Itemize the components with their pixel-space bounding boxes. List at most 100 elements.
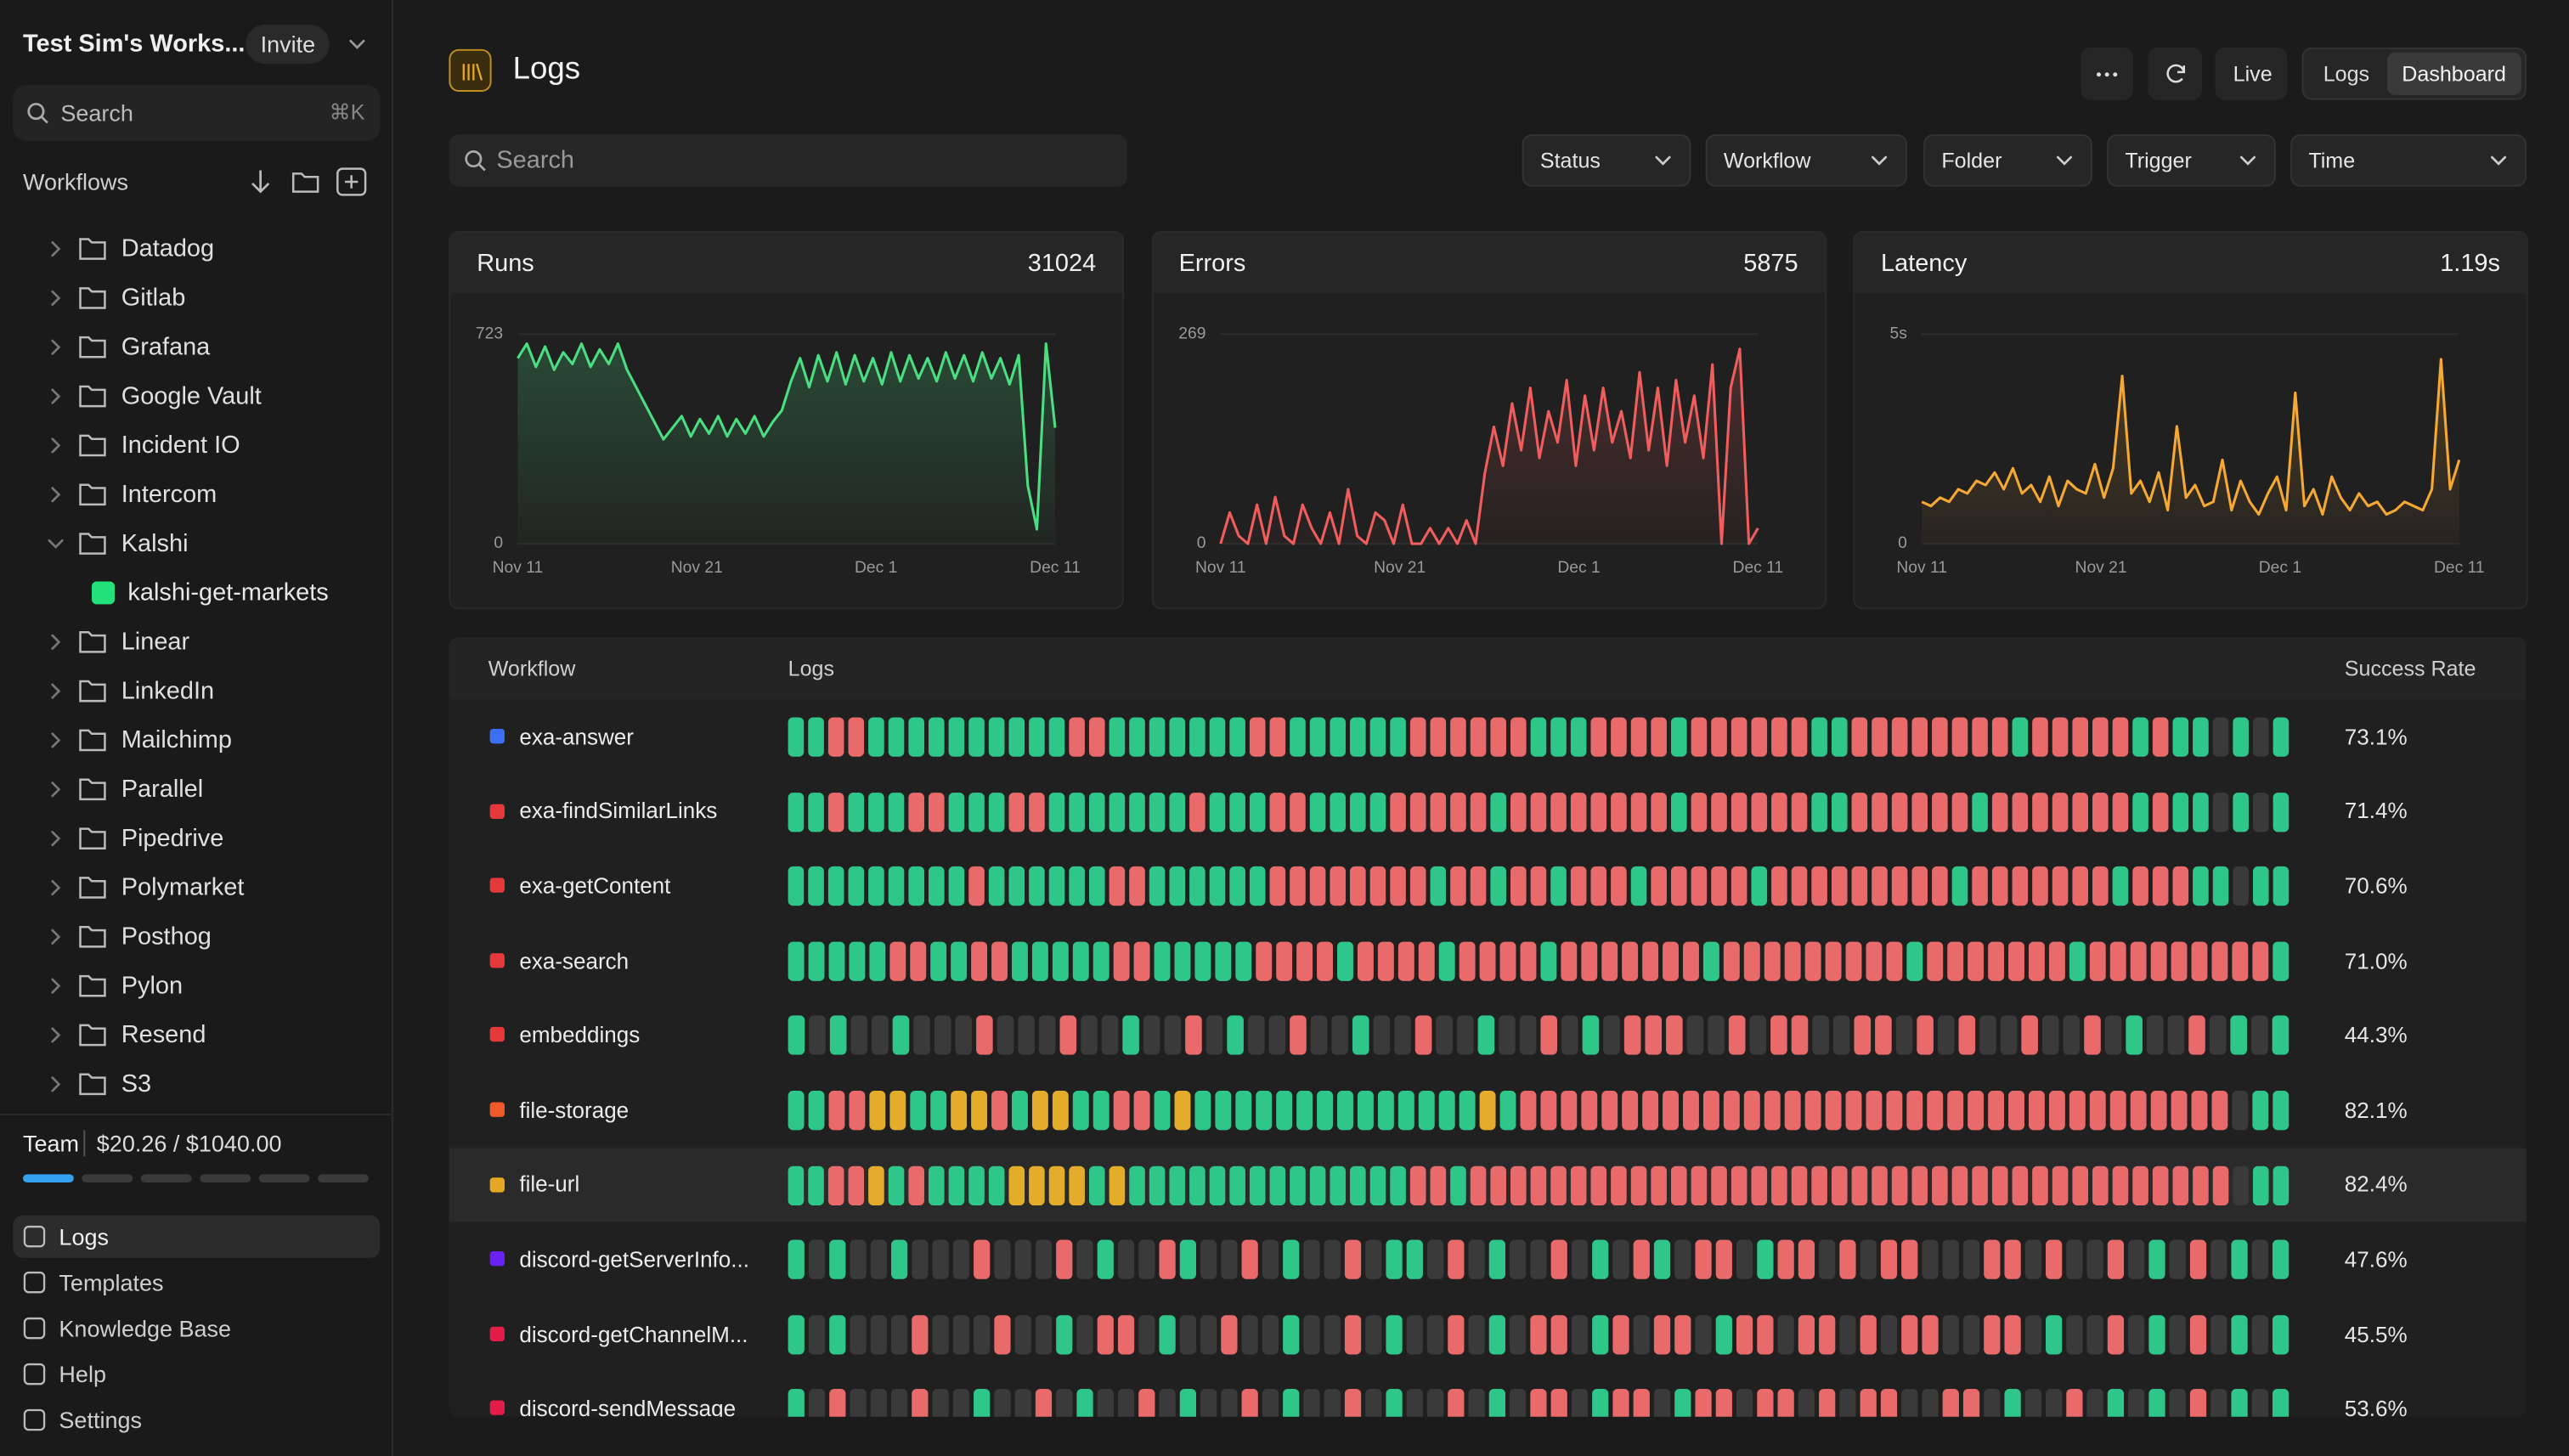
log-cell: [974, 1314, 991, 1355]
log-cell: [1601, 1091, 1618, 1131]
folder-item[interactable]: Resend: [121, 1021, 206, 1049]
folder-icon: [79, 680, 106, 703]
log-cell: [1866, 941, 1883, 981]
table-row[interactable]: exa-search 71.0%: [449, 923, 2526, 998]
nav-item[interactable]: Help: [59, 1361, 106, 1388]
table-row[interactable]: exa-answer 73.1%: [449, 699, 2526, 774]
table-row[interactable]: embeddings 44.3%: [449, 998, 2526, 1073]
nav-item[interactable]: Knowledge Base: [59, 1315, 232, 1342]
log-cell: [1052, 941, 1069, 981]
log-cell: [1550, 1389, 1567, 1417]
log-cell: [2233, 1165, 2249, 1205]
log-cell: [952, 1389, 970, 1417]
folder-item[interactable]: Gitlab: [121, 284, 186, 313]
tab-logs[interactable]: Logs: [2323, 61, 2370, 87]
log-cell: [1804, 941, 1821, 981]
chevron-shape: [51, 928, 61, 945]
table-row[interactable]: discord-sendMessage 53.6%: [449, 1371, 2526, 1417]
log-cell: [2130, 941, 2147, 981]
folder-item[interactable]: Datadog: [121, 234, 215, 263]
log-cell: [2148, 1239, 2165, 1280]
folder-item[interactable]: Polymarket: [121, 873, 245, 902]
table-row[interactable]: file-storage 82.1%: [449, 1073, 2526, 1148]
folder-item[interactable]: Kalshi: [121, 529, 189, 558]
table-row[interactable]: file-url 82.4%: [449, 1147, 2527, 1222]
more-button[interactable]: [2081, 47, 2133, 100]
filter-dropdown[interactable]: Workflow: [1705, 134, 1907, 187]
log-cell: [1984, 1389, 2001, 1417]
sidebar-search[interactable]: Search ⌘K: [13, 85, 381, 141]
chevron-shape: [51, 732, 61, 748]
log-cell: [2028, 941, 2045, 981]
folder-item[interactable]: Linear: [121, 628, 190, 657]
table-row[interactable]: discord-getChannelM... 45.5%: [449, 1297, 2526, 1372]
log-cell: [1276, 1091, 1293, 1131]
log-cell: [2046, 1389, 2063, 1417]
log-cell: [1048, 866, 1065, 906]
folder-item[interactable]: Posthog: [121, 923, 212, 951]
folder-item[interactable]: Pipedrive: [121, 824, 224, 853]
log-cell: [994, 1314, 1011, 1355]
log-cell: [1056, 1239, 1073, 1280]
sort-icon: [251, 170, 270, 194]
log-cell: [2169, 1314, 2186, 1355]
filter-dropdown[interactable]: Status: [1522, 134, 1691, 187]
log-cell: [889, 1091, 906, 1131]
log-cell: [1642, 1091, 1659, 1131]
live-label[interactable]: Live: [2233, 61, 2273, 87]
filter-dropdown[interactable]: Time: [2290, 134, 2527, 187]
folder-item[interactable]: Grafana: [121, 333, 211, 362]
folder-item[interactable]: Mailchimp: [121, 726, 232, 754]
log-cell: [808, 1239, 826, 1280]
chevron-shape: [51, 1076, 61, 1092]
log-cell: [1235, 1091, 1252, 1131]
workflow-color-dot: [489, 728, 505, 744]
main-search-placeholder: Search: [496, 146, 575, 175]
refresh-button[interactable]: [2148, 47, 2202, 100]
log-cell: [1592, 1314, 1609, 1355]
log-cell: [1406, 1239, 1423, 1280]
log-cell: [1757, 1314, 1774, 1355]
more-dot: [2104, 72, 2109, 77]
log-cell: [1603, 1016, 1620, 1056]
log-cell: [1149, 866, 1166, 906]
tab-dashboard[interactable]: Dashboard: [2402, 61, 2506, 87]
chevron-icon: [48, 539, 64, 549]
folder-shape: [79, 336, 106, 358]
filter-dropdown[interactable]: Folder: [1923, 134, 2092, 187]
log-cell: [2273, 717, 2290, 757]
nav-item[interactable]: Logs: [59, 1223, 109, 1250]
folder-item[interactable]: Pylon: [121, 972, 184, 1001]
nav-item[interactable]: Templates: [59, 1269, 164, 1296]
workflow-name: exa-findSimilarLinks: [519, 799, 718, 824]
live-button[interactable]: [2215, 47, 2288, 100]
folder-item[interactable]: Parallel: [121, 775, 204, 804]
folder-icon: [79, 336, 106, 358]
log-cell: [910, 941, 927, 981]
log-cell: [932, 1239, 949, 1280]
log-cell: [1819, 1239, 1836, 1280]
folder-item[interactable]: LinkedIn: [121, 677, 215, 706]
log-cell: [912, 1389, 929, 1417]
invite-button[interactable]: Invite: [246, 24, 330, 65]
filter-dropdown[interactable]: Trigger: [2107, 134, 2276, 187]
table-row[interactable]: exa-findSimilarLinks 71.4%: [449, 774, 2526, 849]
log-cell: [1048, 1165, 1065, 1205]
log-cell: [1097, 1239, 1114, 1280]
log-cell: [1369, 792, 1386, 832]
folder-icon: [79, 385, 106, 408]
log-cell: [2069, 941, 2086, 981]
folder-item[interactable]: Google Vault: [121, 382, 262, 410]
table-row[interactable]: exa-getContent 70.6%: [449, 849, 2526, 923]
log-cell: [988, 717, 1005, 757]
folder-item[interactable]: Incident IO: [121, 432, 240, 460]
log-cell: [2041, 1016, 2059, 1056]
workflow-item[interactable]: kalshi-get-markets: [127, 578, 329, 607]
log-cell: [1550, 866, 1567, 906]
folder-item[interactable]: Intercom: [121, 480, 217, 509]
nav-item[interactable]: Settings: [59, 1407, 143, 1434]
folder-item[interactable]: S3: [121, 1069, 152, 1098]
main-search[interactable]: Search: [449, 134, 1127, 187]
table-row[interactable]: discord-getServerInfo... 47.6%: [449, 1222, 2526, 1297]
workspace-name[interactable]: Test Sim's Works...: [22, 30, 246, 59]
